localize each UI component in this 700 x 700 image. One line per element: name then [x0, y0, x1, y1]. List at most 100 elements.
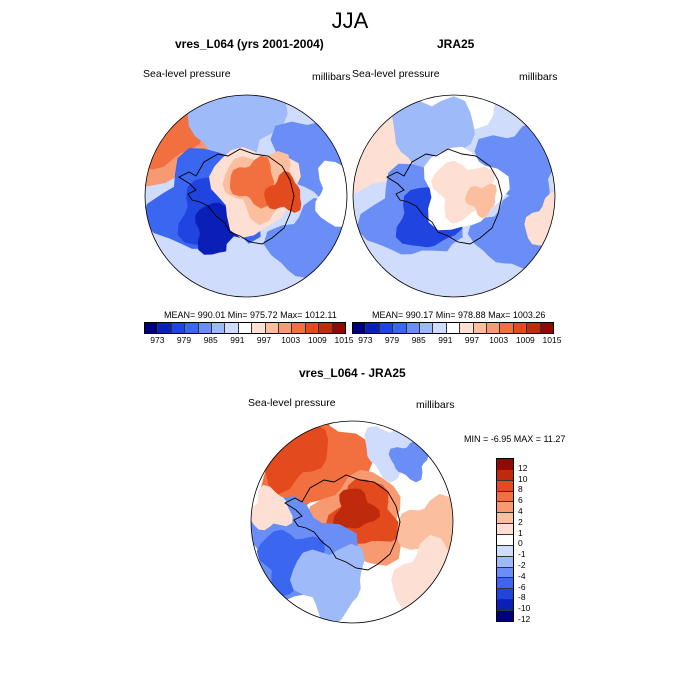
colorbar-swatch: [158, 323, 172, 333]
map-fill: [251, 421, 453, 623]
colorbar-swatch: [497, 589, 513, 601]
colorbar-tick-label: 1009: [307, 335, 327, 345]
colorbar-swatch: [460, 323, 474, 333]
colorbar-swatch: [379, 323, 394, 333]
colorbar-swatch: [487, 323, 501, 333]
colorbar-tick-label: -8: [518, 592, 526, 603]
colorbar-tick-label: 997: [464, 335, 480, 345]
contour-region: [467, 193, 545, 272]
difference-slp-map: [250, 420, 454, 624]
colorbar-swatch: [497, 600, 513, 612]
reanalysis-stats: MEAN= 990.17 Min= 978.88 Max= 1003.26: [372, 310, 546, 320]
map-border: [352, 94, 556, 298]
contour-region: [391, 95, 475, 187]
colorbar-tick-label: 1003: [489, 335, 509, 345]
colorbar-swatch: [527, 323, 541, 333]
difference-stats: MIN = -6.95 MAX = 11.27: [464, 434, 566, 444]
colorbar-tick-label: -4: [518, 570, 526, 581]
colorbar-swatch: [279, 323, 293, 333]
colorbar-tick-label: 1: [518, 527, 523, 538]
colorbar-swatch: [433, 323, 447, 333]
model-variable-label: Sea-level pressure: [143, 68, 231, 80]
colorbar-swatch: [513, 323, 528, 333]
colorbar-swatch: [265, 323, 280, 333]
contour-region: [211, 236, 278, 297]
colorbar-swatch: [332, 323, 346, 333]
colorbar-swatch: [497, 469, 513, 481]
colorbar-tick-label: 979: [176, 335, 192, 345]
colorbar-tick-label: 1009: [515, 335, 535, 345]
colorbar-swatch: [225, 323, 239, 333]
colorbar-swatch: [497, 459, 513, 470]
antarctica-coastline: [178, 148, 295, 245]
reanalysis-slp-map: [352, 94, 556, 298]
colorbar-swatch: [497, 556, 513, 568]
model-panel-title: vres_L064 (yrs 2001-2004): [175, 37, 324, 51]
colorbar-tick-label: -10: [518, 603, 531, 614]
colorbar-tick-label: -1: [518, 549, 526, 560]
colorbar-swatch: [292, 323, 306, 333]
colorbar-tick-label: 8: [518, 484, 523, 495]
colorbar-swatch: [497, 535, 513, 546]
colorbar-swatch: [497, 480, 513, 492]
colorbar-swatch: [198, 323, 213, 333]
colorbar-swatch: [497, 578, 513, 590]
colorbar-swatch: [420, 323, 434, 333]
colorbar-tick-label: 985: [411, 335, 426, 345]
model-colorbar: [144, 322, 346, 334]
model-units-label: millibars: [312, 71, 351, 83]
reanalysis-variable-label: Sea-level pressure: [352, 68, 440, 80]
colorbar-swatch: [305, 323, 320, 333]
figure-title: JJA: [331, 8, 369, 33]
colorbar-swatch: [497, 545, 513, 557]
colorbar-swatch: [497, 491, 513, 503]
antarctica-coastline: [386, 148, 503, 245]
colorbar-tick-label: 4: [518, 506, 523, 516]
colorbar-swatch: [497, 524, 513, 536]
contour-region: [182, 95, 288, 180]
colorbar-swatch: [171, 323, 186, 333]
colorbar-swatch: [185, 323, 199, 333]
colorbar-swatch: [353, 323, 367, 333]
contour-region: [230, 155, 275, 209]
difference-colorbar: [496, 458, 514, 622]
colorbar-swatch: [238, 323, 253, 333]
reanalysis-colorbar: [352, 322, 554, 334]
colorbar-swatch: [473, 323, 488, 333]
colorbar-tick-label: 1015: [542, 335, 562, 345]
contour-region: [264, 170, 302, 213]
map-fill: [353, 95, 555, 297]
colorbar-tick-label: 991: [438, 335, 453, 345]
difference-variable-label: Sea-level pressure: [248, 397, 336, 409]
colorbar-tick-label: 973: [150, 335, 165, 345]
colorbar-tick-label: 1003: [281, 335, 301, 345]
model-stats: MEAN= 990.01 Min= 975.72 Max= 1012.11: [164, 310, 337, 320]
contour-region: [251, 484, 293, 531]
colorbar-swatch: [145, 323, 159, 333]
colorbar-swatch: [497, 567, 513, 579]
colorbar-tick-label: 6: [518, 495, 523, 506]
colorbar-tick-label: -12: [518, 614, 531, 624]
contour-region: [464, 183, 497, 219]
antarctica-coastline: [284, 474, 401, 571]
colorbar-swatch: [252, 323, 266, 333]
model-slp-map: [144, 94, 348, 298]
map-border: [250, 420, 454, 624]
colorbar-swatch: [500, 323, 514, 333]
colorbar-tick-label: 12: [518, 462, 528, 473]
contour-region: [524, 191, 555, 251]
colorbar-tick-label: 1015: [334, 335, 354, 345]
contour-region: [333, 488, 380, 529]
colorbar-tick-label: 991: [230, 335, 245, 345]
colorbar-swatch: [497, 502, 513, 514]
map-border: [144, 94, 348, 298]
colorbar-swatch: [406, 323, 421, 333]
colorbar-tick-label: -2: [518, 560, 526, 570]
difference-units-label: millibars: [416, 399, 455, 411]
colorbar-swatch: [497, 513, 513, 525]
colorbar-swatch: [366, 323, 380, 333]
contour-region: [419, 237, 480, 297]
colorbar-tick-label: 0: [518, 538, 523, 549]
colorbar-swatch: [497, 611, 513, 621]
contour-region: [315, 160, 347, 227]
